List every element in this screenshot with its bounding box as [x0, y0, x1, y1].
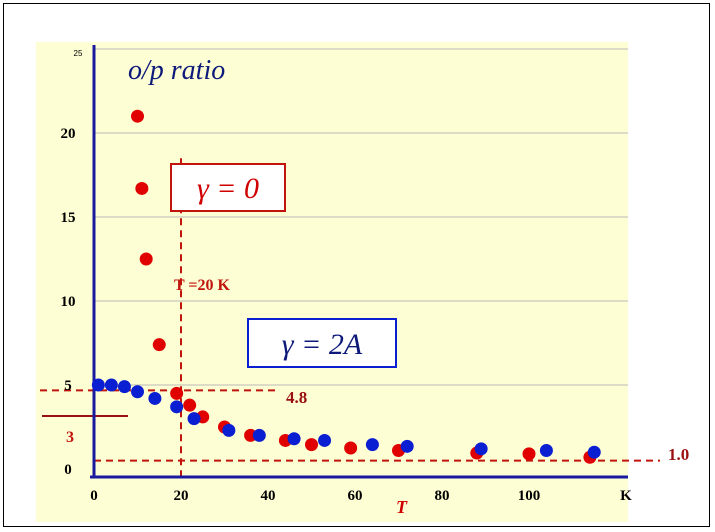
point-series0-4: [170, 386, 184, 400]
annotation-3: 3: [66, 429, 74, 446]
annotation-1-0: 1.0: [668, 445, 689, 464]
point-series1-2: [117, 380, 131, 394]
gridlines: [94, 48, 628, 386]
point-series1-3: [131, 385, 144, 399]
annotation-4-8: 4.8: [286, 388, 307, 407]
point-series1-11: [365, 438, 379, 452]
legend-label-gamma-2a: γ = 2A: [282, 328, 363, 361]
legend-box-gamma-0: γ = 0: [170, 163, 286, 212]
point-series1-6: [187, 412, 201, 426]
point-series1-0: [91, 378, 105, 392]
y-tick-25: 25: [74, 49, 83, 58]
y-tick-5: 5: [64, 378, 72, 394]
chart-title: o/p ratio: [128, 55, 225, 86]
point-series0-11: [344, 441, 358, 455]
data-points: [91, 109, 601, 464]
plot-background: [36, 42, 628, 522]
x-tick-80: 80: [435, 488, 450, 504]
point-series0-14: [522, 447, 536, 461]
point-series0-10: [305, 438, 318, 452]
point-series0-1: [135, 181, 149, 195]
point-series1-1: [104, 378, 118, 392]
point-series0-3: [152, 338, 166, 352]
legend-box-gamma-2a: γ = 2A: [247, 318, 397, 368]
y-tick-10: 10: [61, 294, 76, 310]
point-series1-15: [587, 445, 601, 459]
point-series1-4: [148, 391, 162, 405]
point-series1-8: [252, 428, 266, 442]
x-axis-label: T: [396, 497, 408, 517]
point-series0-0: [131, 109, 144, 123]
x-axis-unit: K: [620, 488, 632, 504]
point-series1-9: [287, 432, 301, 446]
point-series1-13: [474, 442, 488, 456]
y-tick-15: 15: [61, 210, 76, 226]
point-series1-10: [318, 433, 332, 447]
y-tick-20: 20: [61, 126, 76, 142]
point-series1-12: [400, 439, 414, 453]
y-tick-labels: 0 5 10 15 20 25: [61, 49, 83, 478]
point-series0-5: [183, 398, 197, 412]
x-tick-0: 0: [90, 488, 98, 504]
point-series1-7: [222, 423, 236, 437]
x-tick-labels: 0 20 40 60 80 100: [90, 488, 540, 504]
x-tick-20: 20: [174, 488, 189, 504]
legend-label-gamma-0: γ = 0: [197, 172, 259, 205]
point-series1-14: [539, 444, 553, 458]
x-tick-60: 60: [348, 488, 363, 504]
y-tick-0: 0: [64, 462, 72, 478]
point-series0-2: [139, 252, 153, 266]
annotation-t20: T =20 K: [174, 277, 231, 294]
point-series1-5: [170, 400, 184, 414]
x-tick-40: 40: [261, 488, 276, 504]
x-tick-100: 100: [518, 488, 541, 504]
